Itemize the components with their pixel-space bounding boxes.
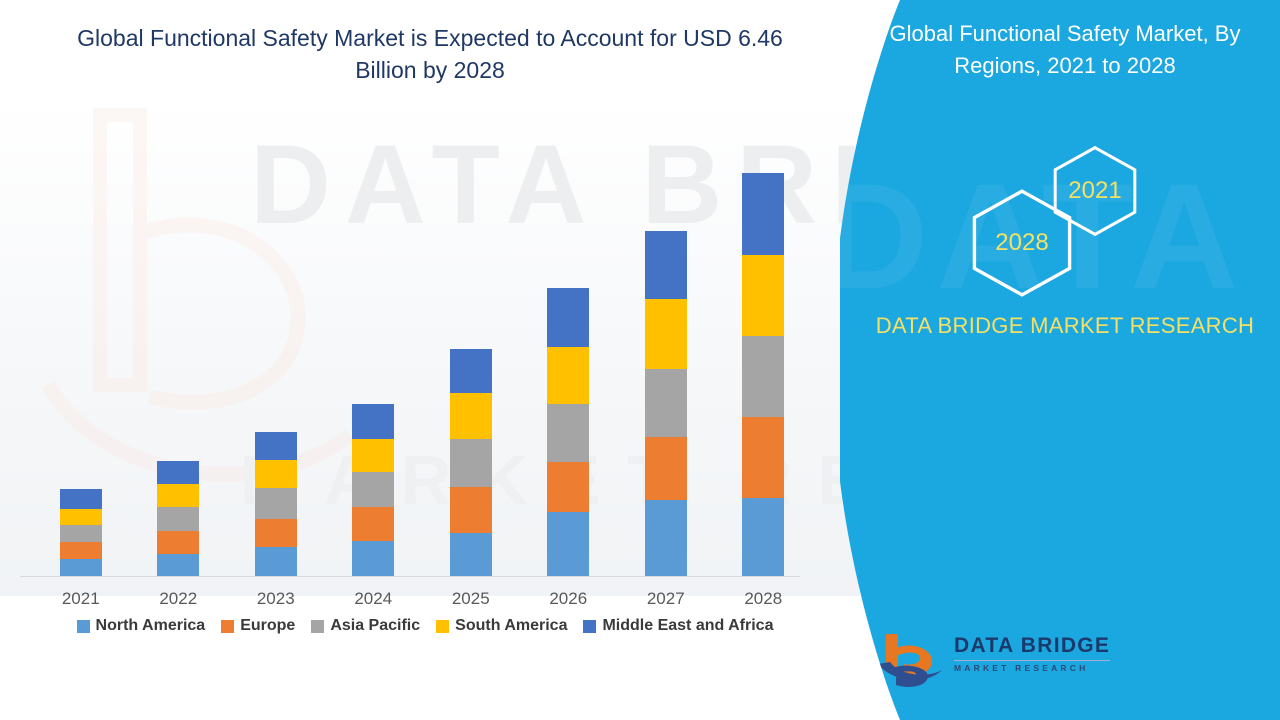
logo-subtitle: MARKET RESEARCH bbox=[954, 663, 1089, 673]
bar-column-2022[interactable] bbox=[157, 461, 200, 576]
bar-segment[interactable] bbox=[352, 541, 395, 576]
bar-segment[interactable] bbox=[254, 488, 297, 519]
bar-segment[interactable] bbox=[157, 507, 200, 532]
bar-segment[interactable] bbox=[644, 368, 687, 437]
bar-segment[interactable] bbox=[547, 404, 590, 462]
page-title: Global Functional Safety Market is Expec… bbox=[77, 25, 783, 83]
bar-column-2023[interactable] bbox=[254, 431, 297, 576]
bar-segment[interactable] bbox=[352, 471, 395, 508]
legend-item-asia-pacific[interactable]: Asia Pacific bbox=[311, 617, 420, 635]
hexagon-end-year-label: 2028 bbox=[995, 229, 1049, 256]
chart-panel: DATA BRIDGE MARKET RESEARCH Global Funct… bbox=[0, 25, 900, 635]
bar-segment[interactable] bbox=[449, 438, 492, 488]
x-tick-2022: 2022 bbox=[159, 589, 198, 608]
bar-column-2027[interactable] bbox=[644, 231, 687, 576]
bar-segment[interactable] bbox=[547, 511, 590, 576]
data-bridge-logo-icon bbox=[876, 628, 948, 690]
bar-column-2025[interactable] bbox=[449, 348, 492, 576]
x-axis-tick-labels: 2021 2022 2023 2024 2025 2026 2027 2028 bbox=[20, 589, 800, 615]
bar-segment[interactable] bbox=[254, 459, 297, 489]
x-tick-2021: 2021 bbox=[61, 589, 100, 608]
bar-segment[interactable] bbox=[352, 507, 395, 542]
bar-segment[interactable] bbox=[59, 524, 102, 543]
hexagon-end-year: 2028 bbox=[968, 188, 1076, 298]
plot-area bbox=[20, 140, 800, 577]
bar-segment[interactable] bbox=[254, 518, 297, 547]
legend-label: South America bbox=[455, 617, 568, 634]
bar-segment[interactable] bbox=[157, 484, 200, 508]
bar-segment[interactable] bbox=[742, 254, 785, 336]
bar-column-2021[interactable] bbox=[59, 489, 102, 576]
legend-swatch-icon bbox=[76, 619, 90, 633]
x-tick-2028: 2028 bbox=[744, 589, 783, 608]
bar-segment[interactable] bbox=[157, 461, 200, 485]
legend-label: North America bbox=[95, 617, 206, 634]
logo-divider bbox=[954, 660, 1110, 661]
bar-segment[interactable] bbox=[157, 554, 200, 576]
legend-swatch-icon bbox=[311, 619, 325, 633]
legend-swatch-icon bbox=[583, 619, 597, 633]
bar-segment[interactable] bbox=[59, 508, 102, 525]
bar-column-2024[interactable] bbox=[352, 403, 395, 576]
hexagon-start-year-label: 2021 bbox=[1068, 177, 1122, 204]
bar-segment[interactable] bbox=[547, 346, 590, 405]
bar-column-2028[interactable] bbox=[742, 173, 785, 576]
bar-segment[interactable] bbox=[449, 393, 492, 439]
bar-segment[interactable] bbox=[742, 173, 785, 255]
x-tick-2023: 2023 bbox=[256, 589, 295, 608]
bar-segment[interactable] bbox=[157, 531, 200, 555]
chart-legend: North America Europe Asia Pacific South Ame… bbox=[20, 617, 830, 635]
bar-segment[interactable] bbox=[644, 436, 687, 500]
x-tick-2026: 2026 bbox=[549, 589, 588, 608]
bar-segment[interactable] bbox=[449, 532, 492, 576]
hexagon-start-year: 2021 bbox=[1050, 145, 1140, 237]
bar-segment[interactable] bbox=[254, 431, 297, 460]
x-tick-2025: 2025 bbox=[451, 589, 490, 608]
bar-segment[interactable] bbox=[254, 546, 297, 576]
bar-segment[interactable] bbox=[449, 348, 492, 394]
legend-swatch-icon bbox=[436, 619, 450, 633]
hexagon-icon bbox=[968, 188, 1076, 298]
hexagon-icon bbox=[1050, 145, 1140, 237]
branding-panel: DATA BRIDGE Global Functional Safety Mar… bbox=[840, 0, 1280, 720]
panel-title: Global Functional Safety Market, By Regi… bbox=[889, 21, 1241, 78]
bar-segment[interactable] bbox=[352, 403, 395, 440]
bar-segment[interactable] bbox=[59, 542, 102, 559]
x-axis-line bbox=[20, 576, 800, 577]
legend-swatch-icon bbox=[221, 619, 235, 633]
bar-segment[interactable] bbox=[742, 416, 785, 498]
bar-segment[interactable] bbox=[644, 299, 687, 369]
brand-name: DATA BRIDGE MARKET RESEARCH bbox=[875, 313, 1255, 338]
plot-background bbox=[0, 96, 860, 596]
bar-segment[interactable] bbox=[644, 231, 687, 300]
x-tick-2024: 2024 bbox=[354, 589, 393, 608]
legend-item-middle-east-and-africa[interactable]: Middle East and Africa bbox=[583, 617, 773, 635]
bar-segment[interactable] bbox=[742, 335, 785, 417]
legend-item-north-america[interactable]: North America bbox=[76, 617, 206, 635]
bar-segment[interactable] bbox=[644, 499, 687, 576]
legend-label: Middle East and Africa bbox=[602, 617, 774, 634]
bar-segment[interactable] bbox=[547, 461, 590, 512]
logo-text: DATA BRIDGE MARKET RESEARCH bbox=[954, 634, 1114, 673]
bar-segment[interactable] bbox=[59, 558, 102, 576]
logo-title: DATA BRIDGE bbox=[954, 634, 1111, 657]
bar-segment[interactable] bbox=[742, 497, 785, 576]
company-logo: DATA BRIDGE MARKET RESEARCH bbox=[876, 628, 1096, 690]
legend-label: Asia Pacific bbox=[330, 617, 421, 634]
bar-segment[interactable] bbox=[547, 287, 590, 347]
bar-segment[interactable] bbox=[59, 489, 102, 509]
bar-column-2026[interactable] bbox=[547, 287, 590, 576]
bar-segment[interactable] bbox=[449, 487, 492, 533]
x-tick-2027: 2027 bbox=[646, 589, 685, 608]
legend-item-europe[interactable]: Europe bbox=[221, 617, 295, 635]
bar-segment[interactable] bbox=[352, 439, 395, 472]
legend-label: Europe bbox=[240, 617, 296, 634]
legend-item-south-america[interactable]: South America bbox=[436, 617, 567, 635]
